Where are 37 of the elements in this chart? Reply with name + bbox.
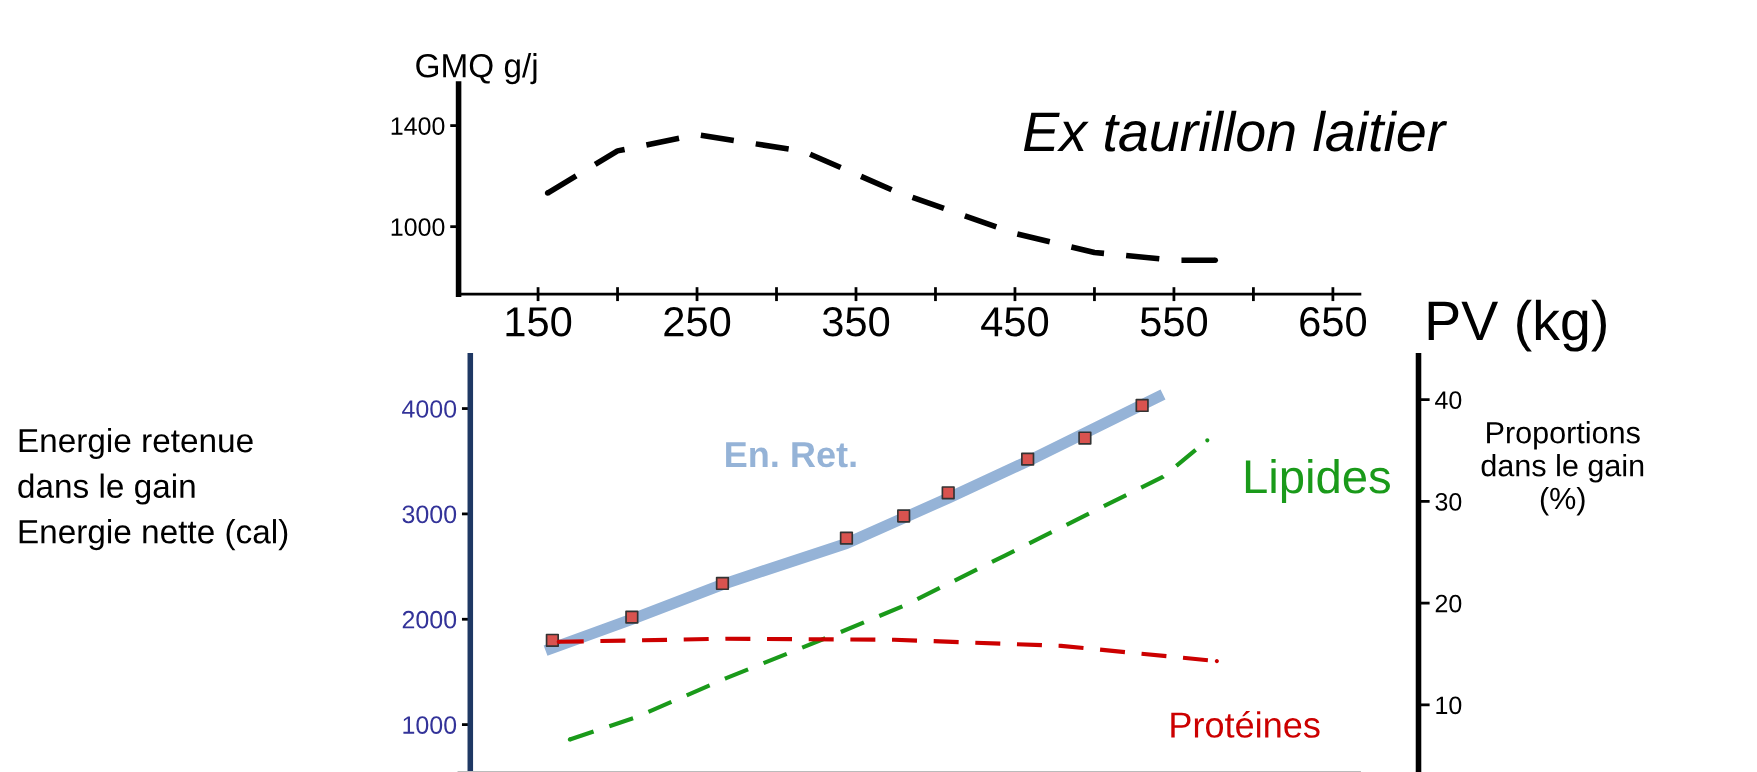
point bbox=[941, 486, 955, 500]
x-tick-label: 450 bbox=[981, 307, 1049, 337]
point bbox=[1021, 452, 1035, 466]
y-tick-label: 2000 bbox=[402, 610, 457, 629]
series-label: Protéines bbox=[1171, 710, 1320, 738]
point bbox=[567, 737, 572, 742]
y2-axis-title: Proportions dans le gain (%) bbox=[1481, 421, 1644, 516]
point bbox=[545, 633, 560, 647]
y2-tick-label: 40 bbox=[1435, 391, 1462, 409]
x-tick-label: 650 bbox=[1300, 307, 1367, 337]
y-axis-title: GMQ g/j bbox=[416, 53, 537, 85]
point bbox=[715, 576, 730, 591]
y2-tick-label: 10 bbox=[1436, 696, 1462, 715]
y-axis-title: Energie retenue dans le gain Energie nette (cal) bbox=[18, 427, 288, 551]
point bbox=[1214, 659, 1219, 664]
point bbox=[625, 610, 639, 624]
x-tick-label: 550 bbox=[1140, 307, 1208, 337]
y2-tick-label: 30 bbox=[1435, 492, 1462, 511]
y-tick-label: 1400 bbox=[391, 117, 445, 135]
y-tick-label: 1000 bbox=[391, 218, 445, 236]
annotation: Ex taurillon laitier bbox=[1023, 110, 1448, 152]
x-axis-title: PV (kg) bbox=[1428, 299, 1606, 352]
point bbox=[1078, 431, 1092, 445]
point bbox=[1135, 398, 1149, 413]
point bbox=[1205, 438, 1210, 443]
y2-tick-label: 20 bbox=[1435, 594, 1462, 613]
x-tick-label: 350 bbox=[822, 307, 890, 337]
y-tick-label: 4000 bbox=[402, 400, 457, 418]
point bbox=[556, 639, 561, 644]
x-tick-label: 250 bbox=[664, 307, 731, 337]
point bbox=[839, 531, 854, 545]
point bbox=[897, 509, 911, 523]
y-tick-label: 1000 bbox=[403, 716, 457, 734]
series-label: Lipides bbox=[1245, 458, 1390, 503]
series-label: En. Ret. bbox=[726, 442, 856, 468]
y-tick-label: 3000 bbox=[402, 505, 457, 524]
x-tick-label: 150 bbox=[506, 307, 572, 337]
